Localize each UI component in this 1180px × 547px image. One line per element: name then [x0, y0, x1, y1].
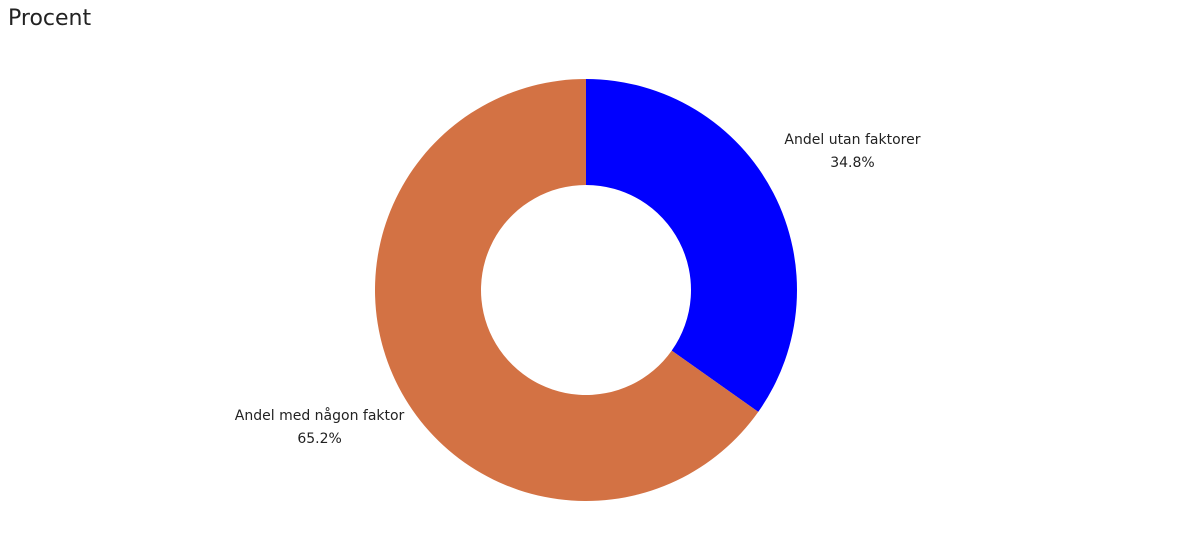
slice-value-label: 65.2%: [297, 431, 341, 447]
slice-label: Andel med någon faktor: [235, 407, 405, 424]
slice-label: Andel utan faktorer: [784, 132, 920, 148]
donut-slice: [375, 79, 759, 501]
chart-title: Procent: [8, 6, 91, 31]
donut-slice: [586, 79, 798, 412]
slice-value-label: 34.8%: [830, 155, 874, 171]
